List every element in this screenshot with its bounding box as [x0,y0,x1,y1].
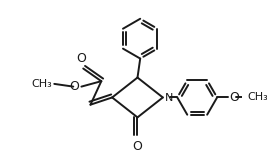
Text: CH₃: CH₃ [32,79,53,89]
Text: CH₃: CH₃ [248,93,267,102]
Text: N: N [165,93,173,103]
Text: O: O [69,80,79,93]
Text: O: O [229,91,239,104]
Text: O: O [76,52,86,65]
Text: O: O [132,140,142,153]
